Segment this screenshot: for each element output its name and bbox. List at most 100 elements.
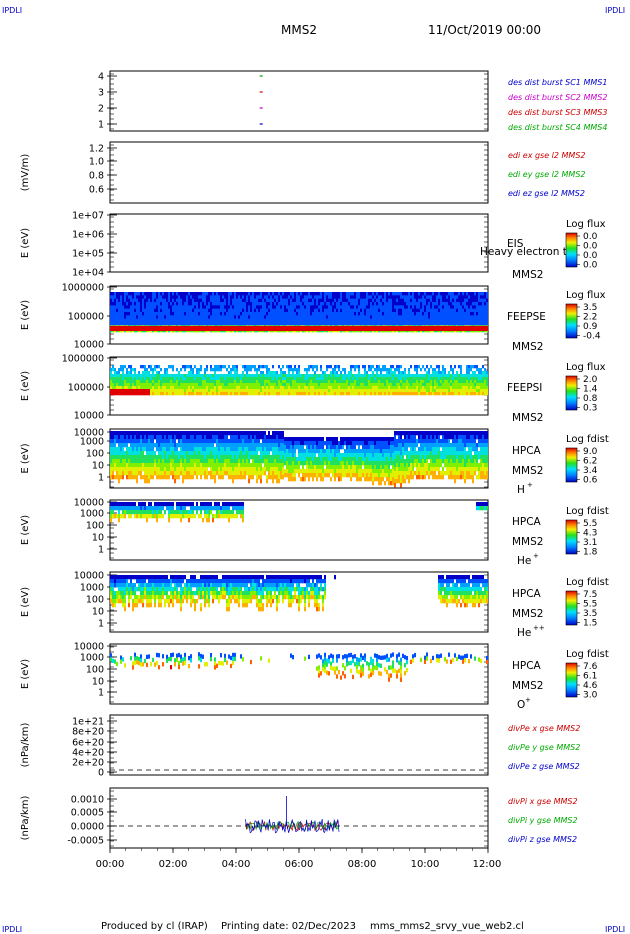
spectrogram-cell: [268, 292, 270, 296]
spectrogram-cell: [154, 368, 156, 372]
spectrogram-cell: [372, 292, 374, 296]
spectrogram-cell: [448, 392, 450, 396]
spectrogram-cell: [170, 471, 172, 476]
spectrogram-cell: [418, 322, 420, 326]
spectrogram-cell: [246, 312, 248, 316]
spectrogram-cell: [468, 380, 470, 384]
spectrogram-cell: [228, 380, 230, 384]
spectrogram-cell: [342, 322, 344, 326]
spectrogram-cell: [188, 439, 190, 444]
spectrogram-cell: [374, 389, 376, 393]
spectrogram-cell: [408, 312, 410, 316]
spectrogram-cell: [312, 374, 314, 378]
spectrogram-cell: [382, 312, 384, 316]
spectrogram-cell: [284, 383, 286, 387]
spectrogram-cell: [382, 295, 384, 299]
y-axis-label: E (eV): [20, 300, 31, 330]
spectrogram-cell: [290, 305, 292, 309]
spectrogram-cell: [134, 305, 136, 309]
spectrogram-cell: [202, 377, 204, 381]
spectrogram-cell: [214, 377, 216, 381]
spectrogram-cell: [206, 374, 208, 378]
legend-entry: edi ex gse l2 MMS2: [508, 151, 586, 160]
spectrogram-cell: [262, 295, 264, 299]
spectrogram-cell: [316, 383, 318, 387]
spectrogram-cell: [450, 322, 452, 326]
spectrogram-cell: [452, 305, 454, 309]
spectrogram-cell: [132, 455, 134, 460]
spectrogram-cell: [114, 374, 116, 378]
spectrogram-cell: [396, 365, 398, 369]
spectrogram-cell: [314, 365, 316, 369]
spectrogram-cell: [226, 318, 228, 323]
spectrogram-cell: [360, 315, 362, 319]
spectrogram-cell: [280, 371, 282, 375]
spectrogram-cell: [190, 315, 192, 319]
spectrogram-cell: [366, 318, 368, 323]
panel-frame: [109, 141, 489, 204]
spectrogram-cell: [294, 322, 296, 326]
spectrogram-cell: [248, 298, 250, 303]
spectrogram-cell: [146, 392, 148, 396]
spectrogram-cell: [178, 467, 180, 472]
spectrogram-cell: [216, 389, 218, 393]
spectrogram-cell: [324, 377, 326, 381]
spectrogram-cell: [310, 377, 312, 381]
spectrogram-cell: [256, 374, 258, 378]
spectrogram-cell: [160, 475, 162, 480]
spectrogram-cell: [120, 380, 122, 384]
spectrogram-cell: [190, 308, 192, 313]
spectrogram-cell: [202, 431, 204, 436]
spectrogram-cell: [138, 322, 140, 326]
spectrogram-cell: [474, 377, 476, 381]
spectrogram-cell: [170, 467, 172, 472]
spectrogram-cell: [114, 302, 116, 306]
spectrogram-cell: [140, 365, 142, 369]
spectrogram-cell: [150, 308, 152, 313]
spectrogram-cell: [414, 377, 416, 381]
spectrogram-cell: [294, 374, 296, 378]
spectrogram-cell: [376, 295, 378, 299]
spectrogram-cell: [138, 298, 140, 303]
spectrogram-cell: [290, 392, 292, 396]
spectrogram-cell: [468, 322, 470, 326]
spectrogram-cell: [444, 377, 446, 381]
spectrogram-cell: [370, 365, 372, 369]
spectrogram-cell: [466, 377, 468, 381]
spectrogram-cell: [124, 471, 126, 476]
spectrogram-cell: [130, 365, 132, 369]
spectrogram-cell: [410, 392, 412, 396]
spectrogram-cell: [218, 377, 220, 381]
spectrogram-cell: [480, 292, 482, 296]
spectrogram-cell: [300, 392, 302, 396]
spectrogram-cell: [132, 312, 134, 316]
spectrogram-cell: [274, 371, 276, 375]
spectrogram-cell: [256, 377, 258, 381]
spectrogram-cell: [322, 318, 324, 323]
spectrogram-cell: [462, 389, 464, 393]
spectrogram-cell: [410, 383, 412, 387]
spectrogram-cell: [118, 443, 120, 448]
spectrogram-cell: [182, 392, 184, 396]
spectrogram-cell: [162, 467, 164, 472]
spectrogram-cell: [164, 383, 166, 387]
spectrogram-cell: [176, 315, 178, 319]
spectrogram-cell: [186, 295, 188, 299]
spectrogram-cell: [264, 318, 266, 323]
spectrogram-cell: [368, 308, 370, 313]
spectrogram-cell: [148, 308, 150, 313]
spectrogram-cell: [454, 374, 456, 378]
spectrogram-cell: [162, 312, 164, 316]
spectrogram-cell: [138, 389, 140, 393]
spectrogram-cell: [200, 383, 202, 387]
instrument-label: EIS: [507, 238, 524, 250]
spectrogram-cell: [382, 368, 384, 372]
spectrogram-cell: [290, 389, 292, 393]
spectrogram-cell: [248, 292, 250, 296]
spectrogram-cell: [420, 368, 422, 372]
spectrogram-cell: [234, 371, 236, 375]
spectrogram-cell: [318, 386, 320, 390]
spectrogram-cell: [268, 305, 270, 309]
spectrogram-cell: [484, 374, 486, 378]
spectrogram-cell: [480, 312, 482, 316]
